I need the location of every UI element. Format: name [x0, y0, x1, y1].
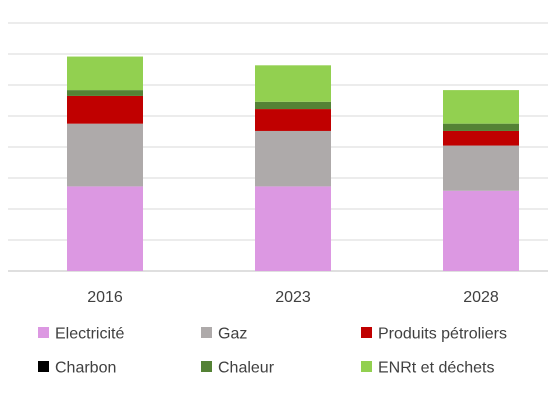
legend-swatch-gaz: [201, 327, 212, 338]
legend-label-produits-petroliers: Produits pétroliers: [378, 326, 507, 343]
legend-swatch-charbon: [38, 361, 49, 372]
x-tick-label: 2028: [463, 289, 499, 306]
x-tick-label: 2023: [275, 289, 311, 306]
legend-label-gaz: Gaz: [218, 326, 247, 343]
bar-segment-chaleur-2028: [443, 123, 519, 131]
bar-segment-electricite-2016: [67, 186, 143, 271]
legend-label-electricite: Electricité: [55, 326, 124, 343]
bar-segment-enrt-et-dechets-2023: [255, 65, 331, 102]
x-axis-tick-labels: 2016 2023 2028: [87, 289, 499, 306]
x-tick-label: 2016: [87, 289, 123, 306]
bar-segment-gaz-2028: [443, 145, 519, 191]
bar-segment-electricite-2028: [443, 190, 519, 271]
legend-swatch-electricite: [38, 327, 49, 338]
legend-swatch-chaleur: [201, 361, 212, 372]
legend-label-charbon: Charbon: [55, 360, 116, 377]
bar-segment-gaz-2016: [67, 123, 143, 187]
bar-segment-produits-petroliers-2016: [67, 95, 143, 124]
bar-segment-gaz-2023: [255, 130, 331, 187]
legend: Electricité Gaz Produits pétroliers Charbon…: [38, 326, 507, 377]
bar-segment-electricite-2023: [255, 186, 331, 271]
bar-segment-enrt-et-dechets-2016: [67, 56, 143, 91]
legend-swatch-enrt-et-dechets: [361, 361, 372, 372]
legend-label-chaleur: Chaleur: [218, 360, 275, 377]
legend-swatch-produits-petroliers: [361, 327, 372, 338]
bar-segment-chaleur-2016: [67, 90, 143, 96]
bars: [67, 56, 519, 271]
bar-segment-produits-petroliers-2023: [255, 109, 331, 131]
bar-segment-chaleur-2023: [255, 101, 331, 110]
bar-segment-produits-petroliers-2028: [443, 130, 519, 146]
bar-segment-enrt-et-dechets-2028: [443, 90, 519, 124]
legend-label-enrt-et-dechets: ENRt et déchets: [378, 360, 495, 377]
